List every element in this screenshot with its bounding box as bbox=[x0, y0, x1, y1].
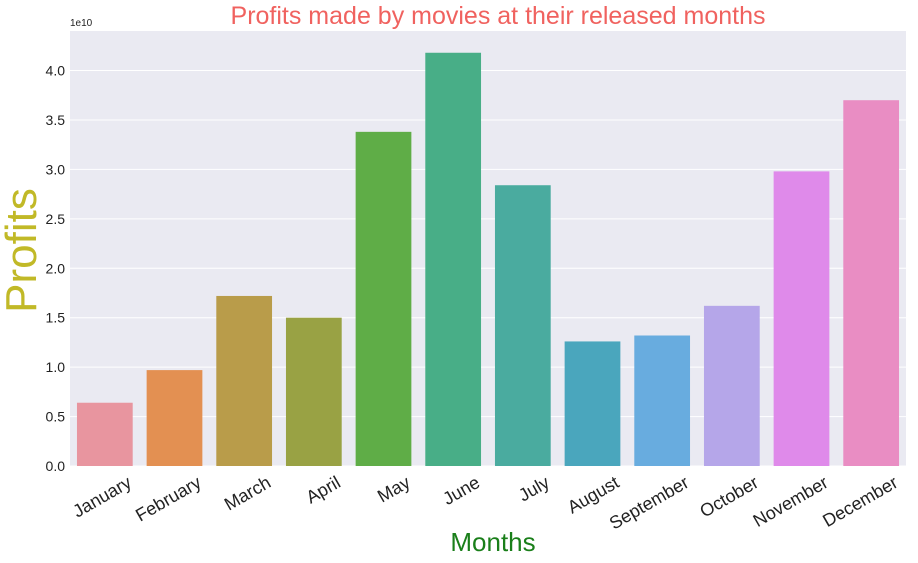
y-tick-labels: 0.0 0.5 1.0 1.5 2.0 2.5 3.0 3.5 4.0 bbox=[46, 63, 66, 474]
bar-may bbox=[355, 131, 412, 466]
bar-january bbox=[76, 402, 133, 466]
bar-july bbox=[494, 185, 551, 466]
y-tick-label: 1.5 bbox=[46, 310, 66, 326]
x-tick-label: July bbox=[515, 472, 553, 505]
y-tick-label: 2.5 bbox=[46, 211, 66, 227]
x-tick-label: December bbox=[819, 472, 901, 531]
x-axis-label: Months bbox=[450, 527, 535, 557]
bar-february bbox=[146, 370, 203, 466]
y-axis-offset-text: 1e10 bbox=[70, 18, 93, 29]
x-tick-label: January bbox=[69, 472, 134, 521]
grid-lines bbox=[70, 70, 906, 467]
plot-area bbox=[70, 31, 906, 466]
bar-june bbox=[425, 52, 482, 466]
y-tick-label: 1.0 bbox=[46, 359, 66, 375]
x-tick-label: September bbox=[606, 472, 692, 533]
y-axis-label: Profits bbox=[0, 188, 46, 313]
y-tick-label: 2.0 bbox=[46, 260, 66, 276]
y-tick-label: 3.5 bbox=[46, 112, 66, 128]
bar-september bbox=[634, 335, 691, 466]
y-tick-label: 3.0 bbox=[46, 161, 66, 177]
x-tick-label: May bbox=[374, 472, 413, 506]
x-tick-label: February bbox=[132, 472, 204, 525]
bar-march bbox=[216, 295, 273, 466]
chart-title: Profits made by movies at their released… bbox=[231, 2, 766, 30]
x-tick-label: November bbox=[750, 472, 832, 531]
y-tick-label: 0.0 bbox=[46, 458, 66, 474]
y-tick-label: 4.0 bbox=[46, 63, 66, 79]
x-tick-label: March bbox=[221, 472, 274, 514]
bar-april bbox=[285, 317, 342, 466]
x-tick-label: June bbox=[439, 472, 483, 509]
bar-december bbox=[843, 100, 900, 467]
y-tick-label: 0.5 bbox=[46, 409, 66, 425]
bar-august bbox=[564, 341, 621, 466]
bars bbox=[76, 52, 900, 467]
bar-october bbox=[703, 305, 760, 466]
bar-november bbox=[773, 171, 830, 467]
x-tick-label: April bbox=[303, 472, 344, 507]
